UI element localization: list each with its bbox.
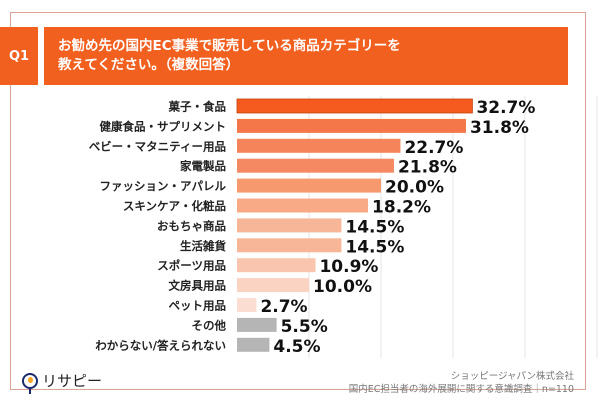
bar — [237, 337, 270, 352]
value-label: 10.9% — [319, 257, 378, 277]
category-label: わからない/答えられない — [95, 338, 226, 352]
survey-name: 国内EC担当者の海外展開に関する意識調査｜n=110 — [348, 384, 574, 395]
value-label: 22.7% — [404, 138, 463, 158]
category-label: その他 — [192, 318, 227, 332]
value-label: 31.8% — [470, 118, 529, 138]
category-label: スポーツ用品 — [157, 259, 226, 273]
category-label: 生活雑貨 — [180, 239, 226, 253]
bar — [237, 138, 401, 153]
value-label: 20.0% — [385, 178, 444, 198]
value-label: 14.5% — [345, 217, 404, 237]
bar — [237, 238, 342, 253]
category-label: 菓子・食品 — [168, 100, 227, 114]
question-title-line2: 教えてください。（複数回答） — [58, 57, 240, 73]
category-label: ペット用品 — [169, 299, 227, 313]
bar — [237, 158, 394, 173]
bar — [237, 278, 309, 293]
bar — [237, 258, 316, 273]
question-number: Q1 — [0, 27, 38, 85]
value-label: 21.8% — [398, 158, 457, 178]
bar — [237, 317, 277, 332]
category-label: 家電製品 — [180, 159, 226, 173]
value-label: 14.5% — [345, 237, 404, 257]
bar — [236, 98, 473, 114]
question-title: お勧め先の国内EC事業で販売している商品カテゴリーを 教えてください。（複数回答… — [44, 27, 568, 85]
category-label: ファッション・アパレル — [100, 179, 227, 193]
bar — [237, 178, 381, 193]
question-title-line1: お勧め先の国内EC事業で販売している商品カテゴリーを — [58, 38, 401, 54]
category-label: 健康食品・サプリメント — [100, 119, 227, 133]
company-name: ショッピージャパン株式会社 — [450, 371, 574, 382]
category-label: スキンケア・化粧品 — [123, 199, 226, 213]
source-note: ショッピージャパン株式会社 国内EC担当者の海外展開に関する意識調査｜n=110 — [349, 370, 574, 396]
logo-text: リサピー — [42, 372, 103, 390]
value-label: 10.0% — [313, 277, 372, 297]
category-label: 文房具用品 — [169, 279, 227, 293]
category-label: おもちゃ商品 — [157, 219, 226, 233]
value-label: 2.7% — [260, 297, 307, 317]
bar — [237, 298, 257, 312]
logo: リサピー — [22, 370, 103, 394]
value-label: 32.7% — [476, 98, 535, 118]
bar — [237, 198, 369, 213]
value-label: 18.2% — [372, 198, 431, 218]
value-label: 5.5% — [281, 317, 328, 337]
bar — [237, 218, 342, 233]
map-pin-icon — [22, 372, 38, 394]
category-label: ベビー・マタニティー用品 — [89, 139, 226, 153]
bar — [237, 118, 466, 133]
value-label: 4.5% — [273, 337, 320, 357]
